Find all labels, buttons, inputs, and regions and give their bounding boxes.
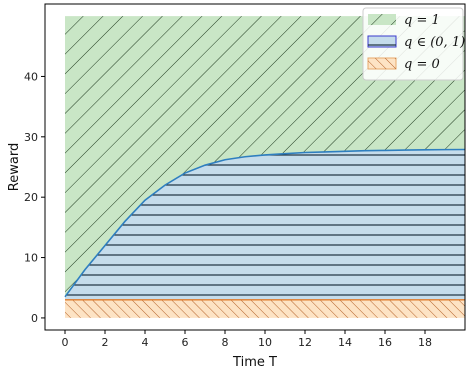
x-tick-label: 4 (142, 336, 149, 349)
legend-swatch-hatch (368, 14, 396, 25)
region-q0-hatch (65, 299, 465, 318)
boundary-curve (64, 148, 465, 298)
legend-label: q = 1 (404, 13, 440, 28)
legend-label: q ∈ (0, 1) (404, 35, 465, 50)
axes-frame (44, 3, 466, 331)
x-tick-label: 14 (338, 336, 352, 349)
legend-label: q = 0 (404, 57, 440, 72)
x-tick-label: 8 (222, 336, 229, 349)
legend-swatch-hatch (368, 58, 396, 69)
y-tick-label: 20 (24, 191, 38, 204)
x-tick-label: 12 (298, 336, 312, 349)
region-q1-hatch (65, 16, 465, 297)
y-tick-label: 0 (31, 312, 38, 325)
y-tick-label: 40 (24, 70, 38, 83)
x-axis-label: Time T (232, 355, 277, 370)
y-tick-label: 30 (24, 131, 38, 144)
legend: q = 1 q ∈ (0, 1) q = 0 (362, 7, 465, 81)
y-axis-label: Reward (7, 143, 22, 191)
x-axis: 0 2 4 6 8 10 12 14 16 18 (62, 330, 432, 349)
y-tick-label: 10 (24, 252, 38, 265)
x-tick-label: 18 (418, 336, 432, 349)
x-tick-label: 16 (378, 336, 392, 349)
x-tick-label: 6 (182, 336, 189, 349)
x-tick-label: 0 (62, 336, 69, 349)
region-q-mid-hatch (65, 149, 465, 300)
x-tick-label: 10 (258, 336, 272, 349)
legend-swatch-hatch (368, 36, 396, 47)
y-axis: 0 10 20 30 40 (24, 70, 45, 325)
x-tick-label: 2 (102, 336, 109, 349)
